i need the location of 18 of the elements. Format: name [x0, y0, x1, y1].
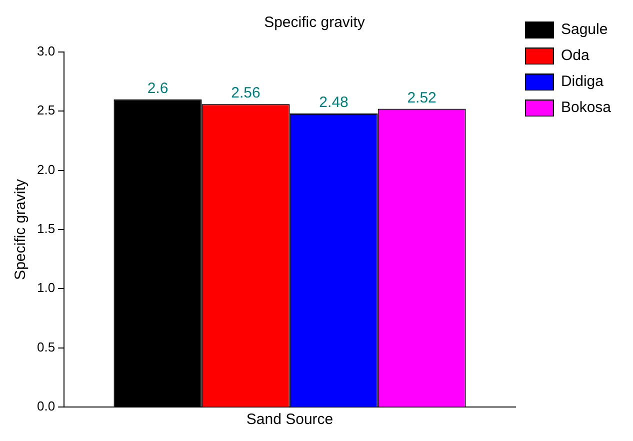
- chart-title: Specific gravity: [264, 14, 366, 32]
- y-tick-label: 2.5: [36, 102, 56, 118]
- data-label: 2.6: [147, 80, 168, 97]
- data-label: 2.52: [407, 89, 436, 106]
- y-tick-label: 3.0: [36, 44, 56, 59]
- y-tick-label: 1.0: [36, 280, 56, 296]
- y-tick-label: 0.5: [36, 339, 56, 354]
- y-tick-label: 1.5: [36, 221, 56, 236]
- y-tick-label: 0.0: [36, 398, 56, 414]
- data-label: 2.48: [319, 94, 348, 112]
- y-tick-label: 2.0: [36, 162, 56, 177]
- y-axis-title: Specific gravity: [12, 178, 30, 280]
- legend-label: Didiga: [560, 73, 604, 90]
- legend-label: Bokosa: [560, 99, 612, 116]
- x-axis-title: Sand Source: [246, 411, 334, 428]
- legend-label: Oda: [560, 47, 590, 64]
- data-label: 2.56: [231, 84, 260, 102]
- legend-label: Sagule: [560, 21, 608, 38]
